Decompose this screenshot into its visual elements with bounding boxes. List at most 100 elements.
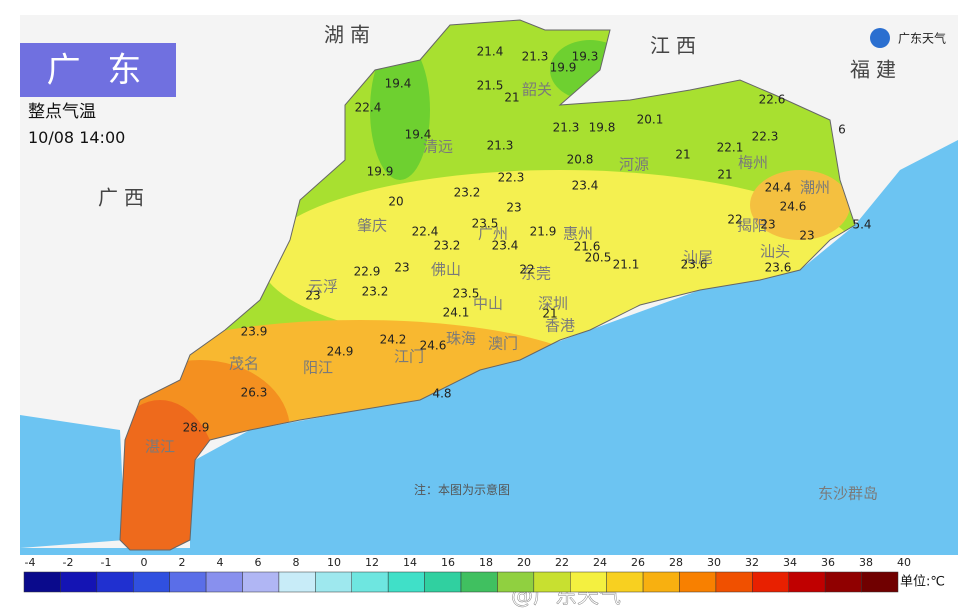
colorbar-label: 30 (707, 556, 721, 569)
temperature-label: 23.2 (454, 186, 481, 200)
temperature-label: 22.6 (759, 93, 786, 107)
temperature-label: 5.4 (852, 218, 871, 232)
temperature-label: 22 (519, 263, 534, 277)
colorbar-label: 28 (669, 556, 683, 569)
city-label: 广州 (478, 225, 508, 243)
city-label: 茂名 (229, 355, 259, 373)
colorbar-swatch (205, 571, 243, 593)
temperature-label: 23.9 (241, 325, 268, 339)
temperature-label: 24.4 (765, 181, 792, 195)
colorbar-label: -2 (63, 556, 74, 569)
colorbar-label: -1 (101, 556, 112, 569)
colorbar-swatch (824, 571, 862, 593)
temperature-label: 19.4 (385, 77, 412, 91)
colorbar-swatch (60, 571, 98, 593)
colorbar-swatch (278, 571, 316, 593)
colorbar-swatch (387, 571, 425, 593)
city-label: 清远 (423, 138, 453, 156)
temperature-label: 21 (504, 91, 519, 105)
temperature-label: 21.3 (487, 139, 514, 153)
colorbar-swatch (715, 571, 753, 593)
colorbar-label: 2 (179, 556, 186, 569)
temperature-label: 22.3 (752, 130, 779, 144)
colorbar-swatch (861, 571, 899, 593)
temperature-label: 23.2 (362, 285, 389, 299)
logo-text: 广东天气 (898, 31, 946, 46)
temperature-label: 23.5 (453, 287, 480, 301)
colorbar-swatch (497, 571, 535, 593)
temperature-label: 23.6 (765, 261, 792, 275)
temperature-label: 28.9 (183, 421, 210, 435)
province-label: 江西 (650, 34, 702, 58)
city-label: 河源 (619, 156, 649, 174)
temperature-label: 23.4 (492, 239, 519, 253)
sea (20, 140, 958, 555)
temperature-label: 23 (305, 289, 320, 303)
temperature-label: 24.1 (443, 306, 470, 320)
colorbar-label: 38 (859, 556, 873, 569)
temperature-label: 22.3 (498, 171, 525, 185)
colorbar-swatch (169, 571, 207, 593)
colorbar-swatch (788, 571, 826, 593)
temperature-label: 23.6 (681, 258, 708, 272)
city-label: 东沙群岛 (818, 485, 878, 503)
temperature-label: 23.5 (472, 217, 499, 231)
province-label: 湖南 (324, 23, 376, 47)
temperature-label: 20.5 (585, 251, 612, 265)
city-label: 江门 (394, 348, 424, 366)
temperature-label: 19.3 (572, 50, 599, 64)
colorbar-label: 34 (783, 556, 797, 569)
temperature-label: 24.6 (780, 200, 807, 214)
temperature-label: 21.5 (477, 79, 504, 93)
map-title: 整点气温 (28, 102, 96, 122)
logo-icon (870, 28, 890, 48)
city-label: 云浮 (308, 278, 338, 296)
colorbar-unit: 单位:℃ (900, 575, 945, 590)
colorbar-label: 18 (479, 556, 493, 569)
city-label: 湛江 (145, 438, 175, 456)
temperature-label: 23.4 (572, 179, 599, 193)
temperature-label: 21 (542, 307, 557, 321)
colorbar-label: 36 (821, 556, 835, 569)
temperature-label: 21.9 (530, 225, 557, 239)
city-label: 惠州 (563, 225, 593, 243)
temperature-label: 20.1 (637, 113, 664, 127)
temperature-label: 24.2 (380, 333, 407, 347)
temperature-label: 4.8 (432, 387, 451, 401)
temperature-label: 22.9 (354, 265, 381, 279)
temperature-label: 19.8 (589, 121, 616, 135)
city-label: 澳门 (488, 335, 518, 353)
city-label: 梅州 (738, 154, 768, 172)
colorbar-label: 20 (517, 556, 531, 569)
city-label: 深圳 (538, 295, 568, 313)
colorbar-swatch (752, 571, 789, 593)
colorbar-swatch (570, 571, 607, 593)
city-label: 汕头 (760, 243, 790, 261)
temperature-label: 21.4 (477, 45, 504, 59)
colorbar-swatch (460, 571, 498, 593)
colorbar-swatch (533, 571, 571, 593)
province-label: 福建 (850, 58, 902, 82)
colorbar-label: 32 (745, 556, 759, 569)
temperature-label: 19.9 (550, 61, 577, 75)
colorbar-swatch (351, 571, 389, 593)
temperature-label: 6 (838, 123, 846, 137)
temperature-label: 24.9 (327, 345, 354, 359)
city-label: 佛山 (431, 261, 461, 279)
colorbar-label: 12 (365, 556, 379, 569)
temperature-label: 21.3 (553, 121, 580, 135)
colorbar-swatch (315, 571, 353, 593)
colorbar-swatch (679, 571, 717, 593)
city-label: 揭阳 (737, 217, 767, 235)
colorbar-label: 14 (403, 556, 417, 569)
temperature-label: 22 (727, 213, 742, 227)
colorbar-swatch (133, 571, 170, 593)
colorbar-label: 24 (593, 556, 607, 569)
colorbar-swatch (424, 571, 462, 593)
city-label: 中山 (473, 295, 503, 313)
temperature-label: 21.3 (522, 50, 549, 64)
temperature-label: 23 (799, 229, 814, 243)
colorbar-label: 26 (631, 556, 645, 569)
colorbar-label: 4 (217, 556, 224, 569)
city-label: 汕尾 (683, 249, 713, 267)
